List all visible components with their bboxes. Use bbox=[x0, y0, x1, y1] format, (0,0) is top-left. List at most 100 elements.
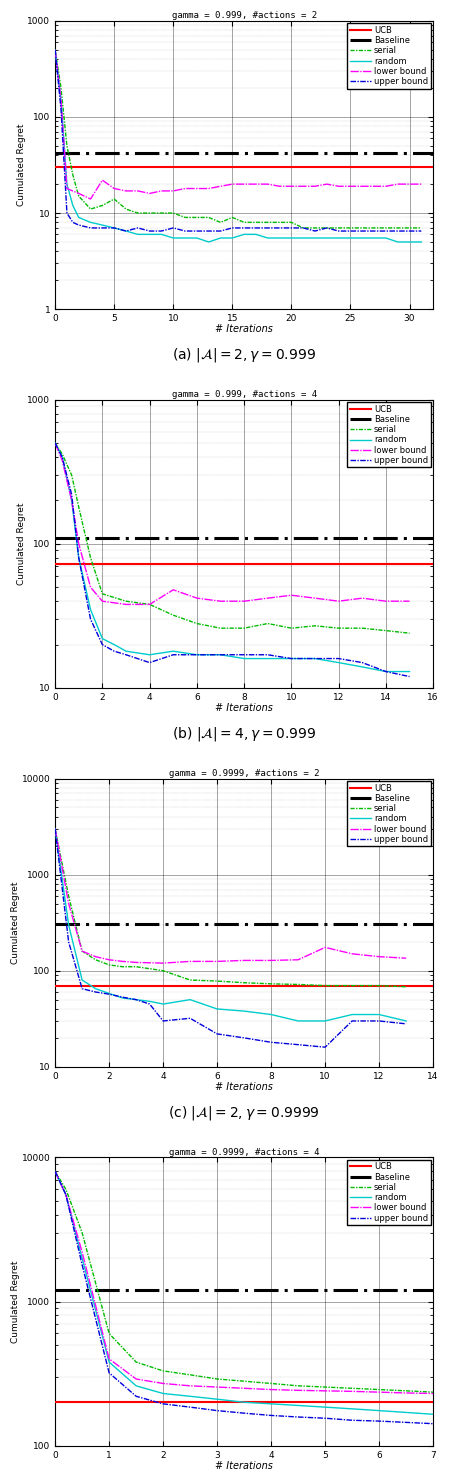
random bbox=[70, 197, 76, 215]
random bbox=[265, 230, 270, 247]
upper bound bbox=[431, 1415, 436, 1433]
Y-axis label: Cumulated Regret: Cumulated Regret bbox=[17, 502, 26, 585]
lower bound bbox=[93, 948, 98, 966]
random bbox=[66, 916, 71, 934]
random bbox=[88, 213, 93, 231]
random bbox=[79, 971, 85, 988]
random bbox=[76, 548, 81, 566]
serial bbox=[120, 957, 125, 975]
serial bbox=[123, 593, 129, 611]
lower bound bbox=[324, 175, 329, 193]
upper bound bbox=[296, 1408, 301, 1426]
lower bound bbox=[66, 895, 71, 913]
lower bound bbox=[214, 1378, 220, 1396]
serial bbox=[99, 197, 105, 215]
serial bbox=[187, 971, 193, 988]
Baseline bbox=[76, 529, 81, 547]
lower bound bbox=[241, 175, 247, 193]
upper bound bbox=[88, 611, 93, 628]
upper bound bbox=[79, 1255, 85, 1273]
upper bound bbox=[218, 222, 223, 240]
upper bound bbox=[241, 1405, 247, 1423]
random bbox=[147, 646, 152, 664]
random bbox=[360, 230, 365, 247]
upper bound bbox=[52, 41, 58, 59]
serial bbox=[312, 617, 318, 634]
random bbox=[123, 222, 129, 240]
random bbox=[383, 662, 389, 680]
serial bbox=[265, 213, 270, 231]
upper bound bbox=[371, 222, 377, 240]
upper bound bbox=[88, 219, 93, 237]
serial bbox=[187, 1366, 193, 1384]
lower bound bbox=[182, 179, 188, 197]
random bbox=[171, 230, 176, 247]
random bbox=[404, 1012, 409, 1030]
Legend: UCB, Baseline, serial, random, lower bound, upper bound: UCB, Baseline, serial, random, lower bou… bbox=[347, 402, 431, 467]
lower bound bbox=[336, 178, 342, 196]
upper bound bbox=[120, 988, 125, 1006]
upper bound bbox=[404, 1414, 409, 1432]
random bbox=[296, 1396, 301, 1414]
Line: random: random bbox=[55, 50, 421, 242]
serial bbox=[182, 209, 188, 227]
upper bound bbox=[269, 1033, 274, 1051]
random bbox=[69, 492, 74, 510]
random bbox=[324, 230, 329, 247]
serial bbox=[348, 219, 353, 237]
serial bbox=[79, 1224, 85, 1242]
random bbox=[312, 649, 318, 667]
upper bound bbox=[194, 646, 199, 664]
UCB bbox=[52, 1393, 58, 1411]
serial bbox=[52, 1162, 58, 1180]
random bbox=[93, 980, 98, 997]
UCB bbox=[52, 159, 58, 176]
serial bbox=[66, 888, 71, 906]
serial bbox=[269, 1375, 274, 1393]
Legend: UCB, Baseline, serial, random, lower bound, upper bound: UCB, Baseline, serial, random, lower bou… bbox=[347, 24, 431, 89]
serial bbox=[296, 1377, 301, 1395]
serial bbox=[79, 943, 85, 960]
serial bbox=[312, 219, 318, 237]
upper bound bbox=[265, 646, 270, 664]
serial bbox=[404, 978, 409, 996]
serial bbox=[133, 1353, 139, 1371]
serial bbox=[296, 975, 301, 993]
lower bound bbox=[187, 953, 193, 971]
serial bbox=[301, 219, 306, 237]
random bbox=[289, 230, 294, 247]
random bbox=[296, 1012, 301, 1030]
random bbox=[218, 230, 223, 247]
lower bound bbox=[160, 954, 166, 972]
serial bbox=[171, 205, 176, 222]
lower bound bbox=[206, 179, 211, 197]
upper bound bbox=[59, 448, 65, 465]
lower bound bbox=[88, 578, 93, 596]
lower bound bbox=[418, 175, 424, 193]
serial bbox=[350, 977, 355, 994]
lower bound bbox=[312, 590, 318, 608]
X-axis label: # Iterations: # Iterations bbox=[215, 704, 273, 713]
lower bound bbox=[99, 593, 105, 611]
random bbox=[52, 41, 58, 59]
upper bound bbox=[395, 222, 400, 240]
serial bbox=[395, 219, 400, 237]
serial bbox=[218, 213, 223, 231]
random bbox=[377, 1006, 382, 1024]
serial bbox=[230, 209, 235, 227]
random bbox=[377, 1402, 382, 1420]
upper bound bbox=[76, 216, 81, 234]
serial bbox=[133, 957, 139, 975]
serial bbox=[99, 585, 105, 603]
random bbox=[187, 991, 193, 1009]
random bbox=[301, 230, 306, 247]
upper bound bbox=[171, 219, 176, 237]
upper bound bbox=[214, 1402, 220, 1420]
upper bound bbox=[112, 642, 117, 659]
lower bound bbox=[296, 1381, 301, 1399]
random bbox=[383, 230, 389, 247]
Y-axis label: Cumulated Regret: Cumulated Regret bbox=[11, 1260, 20, 1343]
upper bound bbox=[64, 205, 70, 222]
upper bound bbox=[123, 646, 129, 664]
lower bound bbox=[296, 951, 301, 969]
